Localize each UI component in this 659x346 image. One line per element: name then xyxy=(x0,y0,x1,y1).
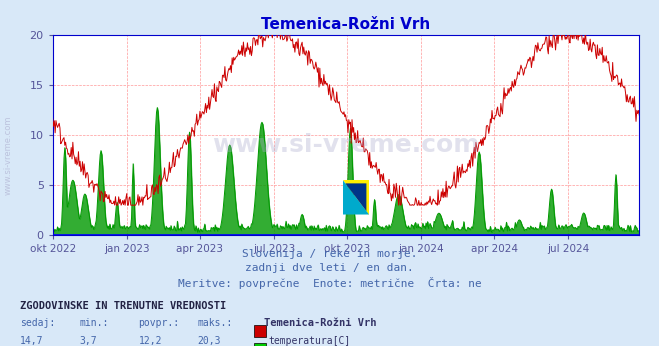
Text: 3,7: 3,7 xyxy=(79,336,97,346)
Text: 20,3: 20,3 xyxy=(198,336,221,346)
Text: ZGODOVINSKE IN TRENUTNE VREDNOSTI: ZGODOVINSKE IN TRENUTNE VREDNOSTI xyxy=(20,301,226,311)
Polygon shape xyxy=(343,180,369,215)
Text: Temenica-Rožni Vrh: Temenica-Rožni Vrh xyxy=(264,318,376,328)
Text: temperatura[C]: temperatura[C] xyxy=(269,336,351,346)
Polygon shape xyxy=(343,180,369,215)
Text: 14,7: 14,7 xyxy=(20,336,43,346)
Title: Temenica-Rožni Vrh: Temenica-Rožni Vrh xyxy=(262,17,430,32)
Text: www.si-vreme.com: www.si-vreme.com xyxy=(212,133,480,157)
Text: zadnji dve leti / en dan.: zadnji dve leti / en dan. xyxy=(245,263,414,273)
Text: Slovenija / reke in morje.: Slovenija / reke in morje. xyxy=(242,249,417,259)
Text: www.si-vreme.com: www.si-vreme.com xyxy=(3,116,13,195)
Text: sedaj:: sedaj: xyxy=(20,318,55,328)
Polygon shape xyxy=(345,183,366,211)
Text: 12,2: 12,2 xyxy=(138,336,162,346)
Text: Meritve: povprečne  Enote: metrične  Črta: ne: Meritve: povprečne Enote: metrične Črta:… xyxy=(178,277,481,289)
Text: povpr.:: povpr.: xyxy=(138,318,179,328)
Text: maks.:: maks.: xyxy=(198,318,233,328)
Text: min.:: min.: xyxy=(79,318,109,328)
